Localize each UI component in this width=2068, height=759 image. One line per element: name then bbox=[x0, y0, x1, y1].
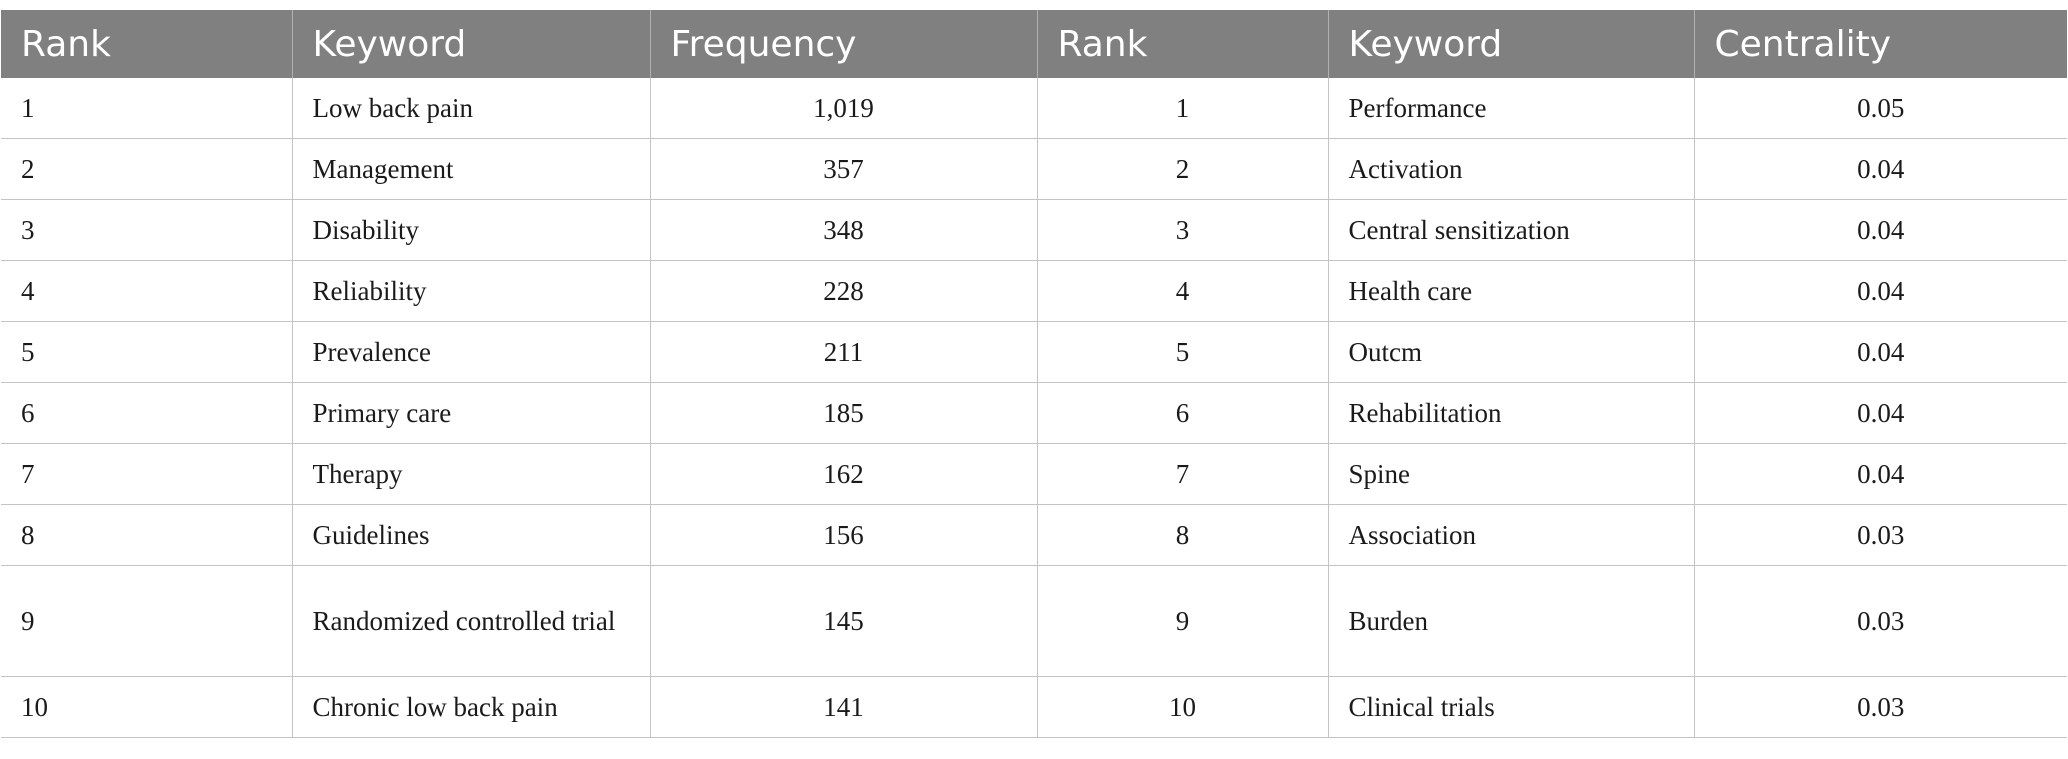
table-row: 2 Management 357 2 Activation 0.04 bbox=[1, 138, 2067, 200]
centrality-cell: 0.04 bbox=[1694, 138, 2067, 200]
rank-cell: 7 bbox=[1037, 443, 1329, 505]
centrality-cell: 0.03 bbox=[1694, 565, 2067, 677]
frequency-cell: 162 bbox=[650, 443, 1038, 505]
centrality-cell: 0.04 bbox=[1694, 199, 2067, 261]
keyword-cell: Guidelines bbox=[292, 504, 651, 566]
frequency-cell: 1,019 bbox=[650, 78, 1038, 139]
table-row: 5 Prevalence 211 5 Outcm 0.04 bbox=[1, 321, 2067, 383]
keyword-cell: Prevalence bbox=[292, 321, 651, 383]
header-frequency: Frequency bbox=[650, 10, 1038, 78]
keyword-cell: Therapy bbox=[292, 443, 651, 505]
frequency-cell: 141 bbox=[650, 676, 1038, 738]
centrality-cell: 0.03 bbox=[1694, 504, 2067, 566]
table-row: 10 Chronic low back pain 141 10 Clinical… bbox=[1, 676, 2067, 738]
rank-cell: 3 bbox=[1, 199, 293, 261]
table-row: 3 Disability 348 3 Central sensitization… bbox=[1, 199, 2067, 261]
rank-cell: 9 bbox=[1037, 565, 1329, 677]
header-keyword-centrality: Keyword bbox=[1328, 10, 1695, 78]
rank-cell: 1 bbox=[1, 78, 293, 139]
frequency-cell: 156 bbox=[650, 504, 1038, 566]
table-row: 4 Reliability 228 4 Health care 0.04 bbox=[1, 260, 2067, 322]
rank-cell: 6 bbox=[1, 382, 293, 444]
keyword-cell: Burden bbox=[1328, 565, 1695, 677]
keyword-cell: Outcm bbox=[1328, 321, 1695, 383]
rank-cell: 2 bbox=[1037, 138, 1329, 200]
rank-cell: 10 bbox=[1037, 676, 1329, 738]
keyword-cell: Primary care bbox=[292, 382, 651, 444]
rank-cell: 6 bbox=[1037, 382, 1329, 444]
keyword-cell: Central sensitization bbox=[1328, 199, 1695, 261]
keyword-cell: Rehabilitation bbox=[1328, 382, 1695, 444]
keyword-cell: Spine bbox=[1328, 443, 1695, 505]
table-row: 6 Primary care 185 6 Rehabilitation 0.04 bbox=[1, 382, 2067, 444]
frequency-cell: 185 bbox=[650, 382, 1038, 444]
frequency-cell: 357 bbox=[650, 138, 1038, 200]
keyword-cell: Disability bbox=[292, 199, 651, 261]
keyword-cell: Low back pain bbox=[292, 78, 651, 139]
header-row: Rank Keyword Frequency Rank Keyword Cent… bbox=[1, 10, 2067, 78]
rank-cell: 5 bbox=[1037, 321, 1329, 383]
keyword-cell: Reliability bbox=[292, 260, 651, 322]
centrality-cell: 0.04 bbox=[1694, 443, 2067, 505]
table-row: 1 Low back pain 1,019 1 Performance 0.05 bbox=[1, 78, 2067, 139]
table-row: 7 Therapy 162 7 Spine 0.04 bbox=[1, 443, 2067, 505]
rank-cell: 9 bbox=[1, 565, 293, 677]
keyword-cell: Management bbox=[292, 138, 651, 200]
keyword-cell: Health care bbox=[1328, 260, 1695, 322]
header-centrality: Centrality bbox=[1694, 10, 2067, 78]
keyword-cell: Randomized controlled trial bbox=[292, 565, 651, 677]
header-rank-frequency: Rank bbox=[1, 10, 293, 78]
centrality-cell: 0.04 bbox=[1694, 321, 2067, 383]
frequency-cell: 145 bbox=[650, 565, 1038, 677]
centrality-cell: 0.05 bbox=[1694, 78, 2067, 139]
rank-cell: 8 bbox=[1, 504, 293, 566]
table-row: 9 Randomized controlled trial 145 9 Burd… bbox=[1, 565, 2067, 677]
keyword-cell: Chronic low back pain bbox=[292, 676, 651, 738]
keyword-cell: Clinical trials bbox=[1328, 676, 1695, 738]
centrality-cell: 0.04 bbox=[1694, 260, 2067, 322]
table-row: 8 Guidelines 156 8 Association 0.03 bbox=[1, 504, 2067, 566]
rank-cell: 5 bbox=[1, 321, 293, 383]
rank-cell: 8 bbox=[1037, 504, 1329, 566]
rank-cell: 10 bbox=[1, 676, 293, 738]
keyword-table: Rank Keyword Frequency Rank Keyword Cent… bbox=[1, 10, 2067, 738]
keyword-cell: Activation bbox=[1328, 138, 1695, 200]
rank-cell: 7 bbox=[1, 443, 293, 505]
header-keyword-frequency: Keyword bbox=[292, 10, 651, 78]
rank-cell: 3 bbox=[1037, 199, 1329, 261]
centrality-cell: 0.04 bbox=[1694, 382, 2067, 444]
frequency-cell: 211 bbox=[650, 321, 1038, 383]
centrality-cell: 0.03 bbox=[1694, 676, 2067, 738]
frequency-cell: 228 bbox=[650, 260, 1038, 322]
rank-cell: 1 bbox=[1037, 78, 1329, 139]
keyword-cell: Performance bbox=[1328, 78, 1695, 139]
rank-cell: 2 bbox=[1, 138, 293, 200]
frequency-cell: 348 bbox=[650, 199, 1038, 261]
header-rank-centrality: Rank bbox=[1037, 10, 1329, 78]
keyword-cell: Association bbox=[1328, 504, 1695, 566]
rank-cell: 4 bbox=[1037, 260, 1329, 322]
rank-cell: 4 bbox=[1, 260, 293, 322]
